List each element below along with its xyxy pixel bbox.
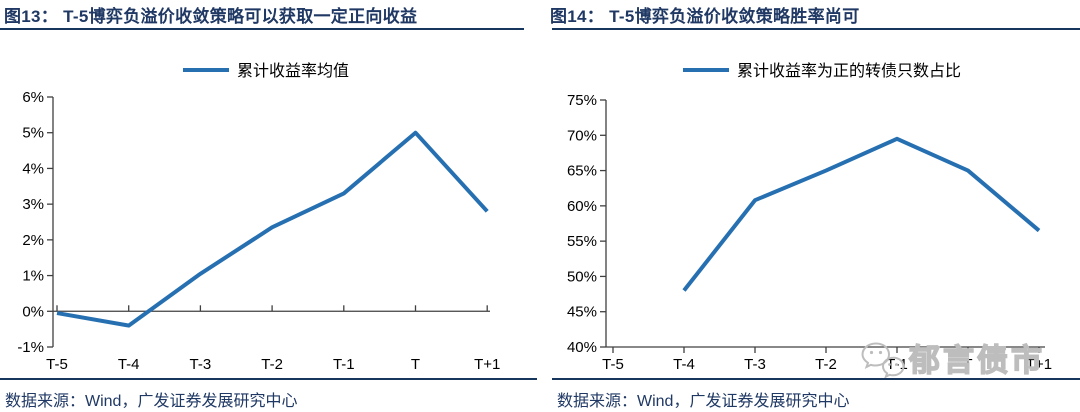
x-tick-label: T-5: [602, 356, 624, 373]
figure-13-title: 图13： T-5博弈负溢价收敛策略可以获取一定正向收益: [4, 7, 418, 26]
y-tick-label: 60%: [567, 198, 597, 215]
legend: 累计收益率均值: [183, 62, 349, 80]
x-tick-label: T-2: [815, 356, 837, 373]
x-tick-label: T-3: [190, 356, 212, 373]
figure-13-title-divider: [0, 28, 524, 30]
figure-14-title-divider: [552, 28, 1080, 30]
y-tick-label: 1%: [22, 268, 44, 285]
y-tick-label: 2%: [22, 232, 44, 249]
figure-13-source-divider: [0, 378, 537, 380]
figure-14-source-divider: [552, 378, 1080, 380]
legend-label: 累计收益率为正的转债只数占比: [737, 62, 961, 80]
x-tick-label: T: [963, 356, 972, 373]
y-axis: -1% 0% 1% 2% 3% 4% 5% 6%: [17, 89, 54, 356]
figure-13-panel: 图13： T-5博弈负溢价收敛策略可以获取一定正向收益 -1% 0% 1% 2% 3% 4…: [0, 7, 537, 410]
x-tick-label: T-1: [333, 356, 355, 373]
y-tick-label: 40%: [567, 339, 597, 356]
y-axis: 40% 45% 50% 55% 60% 65% 70% 75%: [567, 92, 607, 356]
series-line: [682, 136, 1041, 292]
y-tick-label: 70%: [567, 127, 597, 144]
figure-14-title: 图14： T-5博弈负溢价收敛策略胜率尚可: [550, 7, 860, 26]
y-tick-label: 45%: [567, 304, 597, 321]
y-tick-label: -1%: [17, 339, 44, 356]
figure-14-source: 数据来源：Wind，广发证券发展研究中心: [557, 393, 850, 410]
y-tick-label: 65%: [567, 163, 597, 180]
series-line: [56, 130, 489, 328]
y-tick-label: 4%: [22, 160, 44, 177]
x-tick-label: T-4: [673, 356, 695, 373]
figure-14-panel: 图14： T-5博弈负溢价收敛策略胜率尚可 40% 45% 50% 55% 60% 65%…: [540, 0, 1080, 412]
legend-label: 累计收益率均值: [237, 62, 349, 80]
x-tick-label: T-1: [886, 356, 908, 373]
x-tick-label: T: [411, 356, 420, 373]
x-tick-label: T+1: [474, 356, 500, 373]
y-tick-label: 75%: [567, 92, 597, 109]
figure-13-source: 数据来源：Wind，广发证券发展研究中心: [5, 393, 298, 410]
x-tick-label: T+1: [1026, 356, 1052, 373]
figure-14-chart: 40%45%50%55%60%65%70%75%T-5 T-4 T-3 T-2 T-1 T…: [567, 62, 1052, 373]
figure-13-chart: -1% 0% 1% 2% 3% 4% 5% 6% T-5 T-4 T-3 T-2 T-1 T T+1 累计收益…: [17, 62, 500, 373]
legend: 累计收益率为正的转债只数占比: [683, 62, 961, 80]
x-tick-label: T-3: [744, 356, 766, 373]
y-tick-label: 6%: [22, 89, 44, 106]
x-axis: T-5 T-4 T-3 T-2 T-1 T T+1: [602, 346, 1052, 373]
x-tick-label: T-5: [46, 356, 68, 373]
y-tick-label: 5%: [22, 125, 44, 142]
y-tick-label: 3%: [22, 196, 44, 213]
x-tick-label: T-2: [261, 356, 283, 373]
x-tick-label: T-4: [118, 356, 140, 373]
y-tick-label: 55%: [567, 233, 597, 250]
y-tick-label: 0%: [22, 303, 44, 320]
y-tick-label: 50%: [567, 268, 597, 285]
x-axis: T-5 T-4 T-3 T-2 T-1 T T+1: [46, 305, 500, 373]
